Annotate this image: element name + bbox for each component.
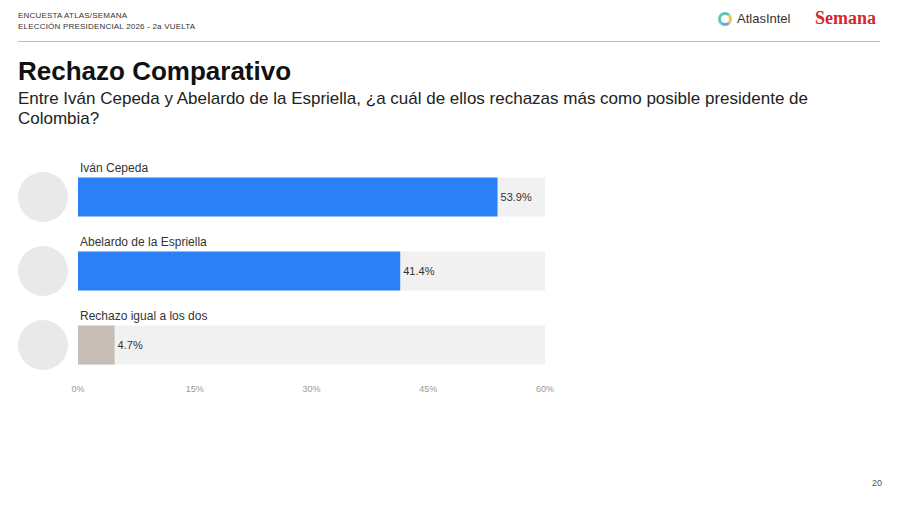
svg-text:15%: 15% (186, 384, 204, 394)
svg-text:41.4%: 41.4% (403, 265, 434, 277)
html-text:Semana: Semana (815, 8, 876, 28)
html-text:ELECCIÓN PRESIDENCIAL 2026 - 2: ELECCIÓN PRESIDENCIAL 2026 - 2a VUELTA (18, 22, 196, 31)
html-text:ENCUESTA ATLAS/SEMANA: ENCUESTA ATLAS/SEMANA (18, 11, 128, 20)
svg-text:30%: 30% (302, 384, 320, 394)
html-text:Entre Iván Cepeda y Abelardo d: Entre Iván Cepeda y Abelardo de la Espri… (18, 89, 808, 128)
svg-text:4.7%: 4.7% (118, 339, 143, 351)
svg-text:0%: 0% (71, 384, 84, 394)
html-text:AtlasIntel: AtlasIntel (737, 11, 791, 26)
svg-text:Abelardo de la Espriella: Abelardo de la Espriella (80, 235, 207, 249)
svg-text:Rechazo igual a los dos: Rechazo igual a los dos (80, 309, 207, 323)
html-text:20: 20 (872, 478, 882, 488)
svg-text:60%: 60% (536, 384, 554, 394)
html-text:Rechazo Comparativo: Rechazo Comparativo (18, 56, 292, 86)
svg-text:Iván Cepeda: Iván Cepeda (80, 161, 148, 175)
svg-text:45%: 45% (419, 384, 437, 394)
svg-text:53.9%: 53.9% (501, 191, 532, 203)
